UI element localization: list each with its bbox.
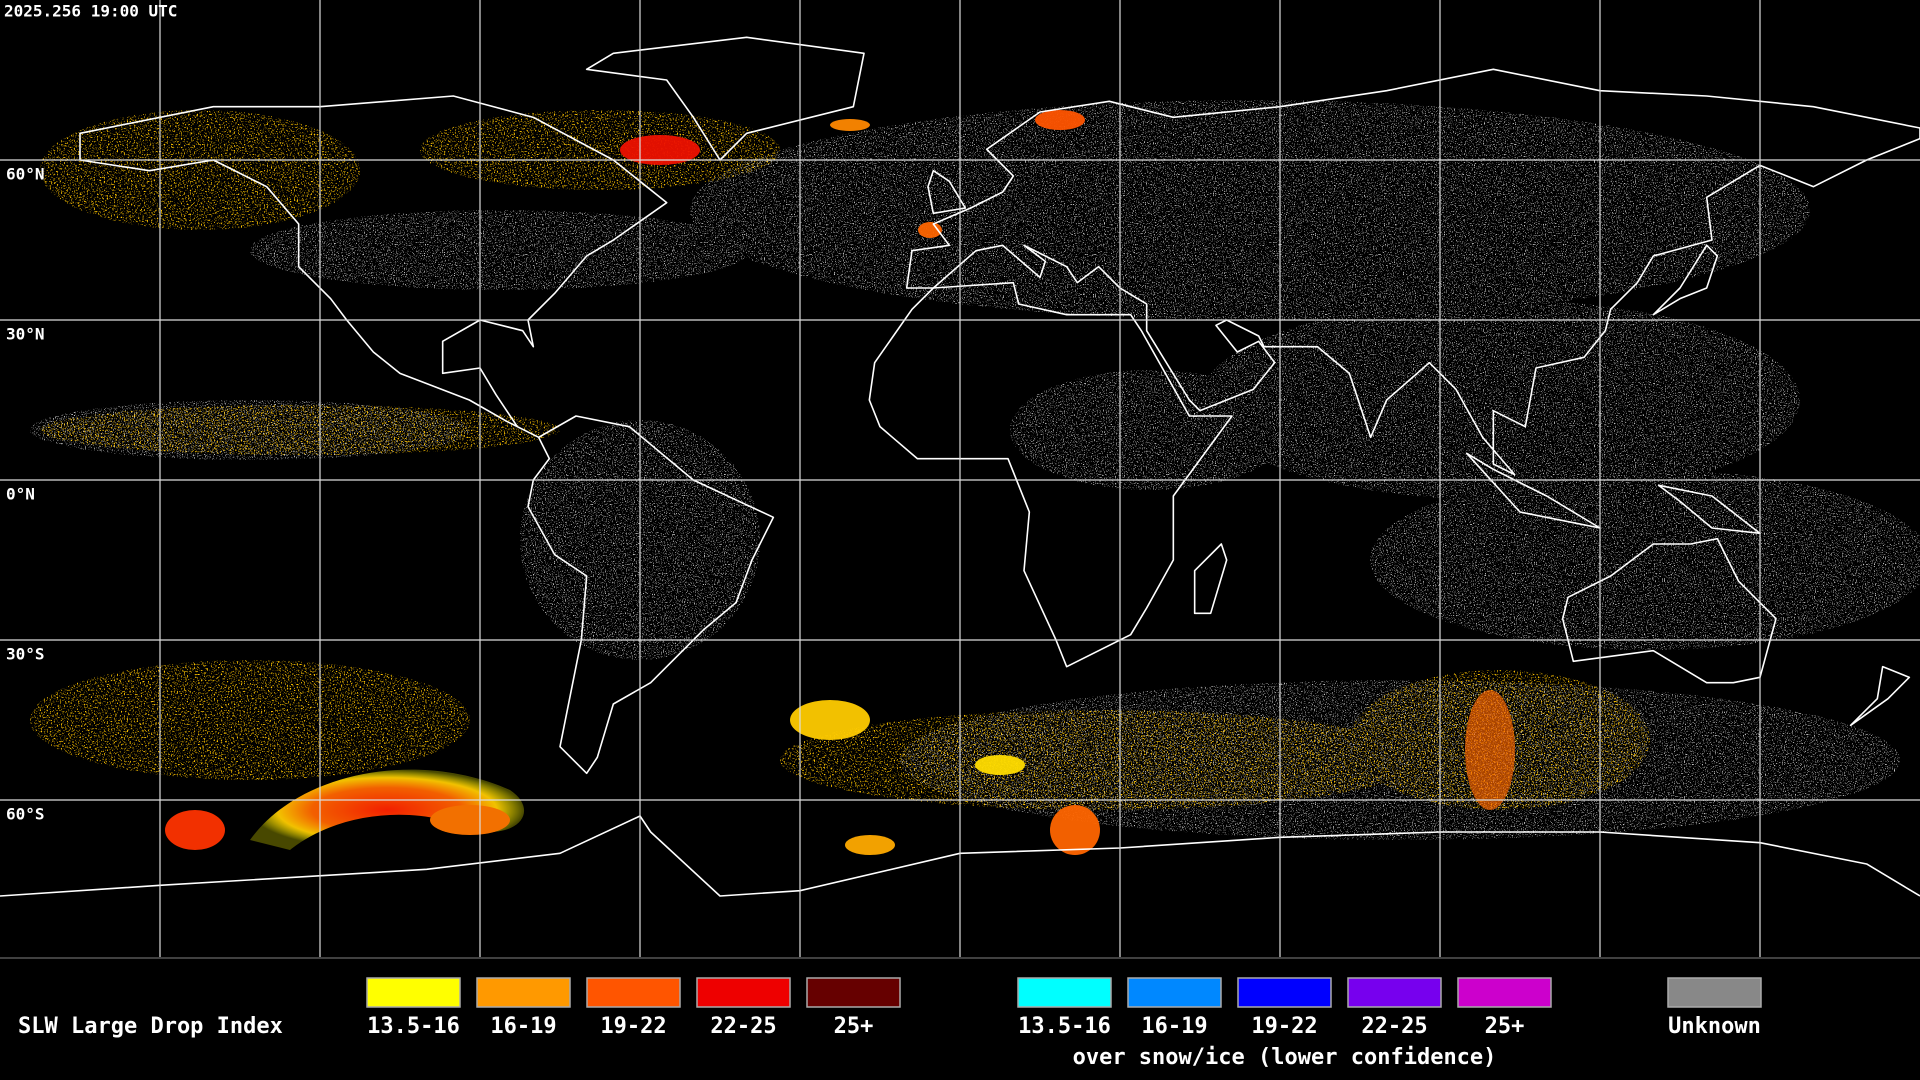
lat-label: 0°N (6, 485, 35, 504)
legend-swatch (1347, 977, 1442, 1008)
graticule (0, 0, 1920, 957)
slw-areas (165, 110, 1515, 855)
legend-swatch (1667, 977, 1762, 1008)
lat-label: 60°N (6, 165, 45, 184)
legend-swatch (1457, 977, 1552, 1008)
legend-label: 25+ (834, 1014, 874, 1039)
legend: 13.5-16 16-19 19-22 22-25 25+ 13.5-16 16-19 19-… (366, 977, 1762, 1070)
lat-label: 60°S (6, 805, 45, 824)
legend-label: 25+ (1485, 1014, 1525, 1039)
legend-swatch (806, 977, 901, 1008)
legend-label: 22-25 (1361, 1014, 1427, 1039)
legend-swatch (1237, 977, 1332, 1008)
legend-subtitle: over snow/ice (lower confidence) (1073, 1045, 1497, 1070)
legend-swatch (586, 977, 681, 1008)
timestamp: 2025.256 19:00 UTC (4, 2, 177, 21)
lat-label: 30°N (6, 325, 45, 344)
legend-label: 19-22 (1251, 1014, 1317, 1039)
legend-label: 19-22 (600, 1014, 666, 1039)
lat-label: 30°S (6, 645, 45, 664)
legend-title: SLW Large Drop Index (18, 1014, 283, 1039)
legend-label: Unknown (1668, 1014, 1761, 1039)
legend-label: 16-19 (490, 1014, 556, 1039)
legend-label: 16-19 (1141, 1014, 1207, 1039)
legend-swatch (1017, 977, 1112, 1008)
lat-labels: 60°N 30°N 0°N 30°S 60°S (6, 165, 45, 824)
legend-label: 13.5-16 (367, 1014, 460, 1039)
legend-swatch (476, 977, 571, 1008)
legend-swatch (696, 977, 791, 1008)
legend-swatch (1127, 977, 1222, 1008)
legend-swatch (366, 977, 461, 1008)
legend-label: 13.5-16 (1018, 1014, 1111, 1039)
legend-label: 22-25 (710, 1014, 776, 1039)
coastlines (0, 37, 1920, 896)
